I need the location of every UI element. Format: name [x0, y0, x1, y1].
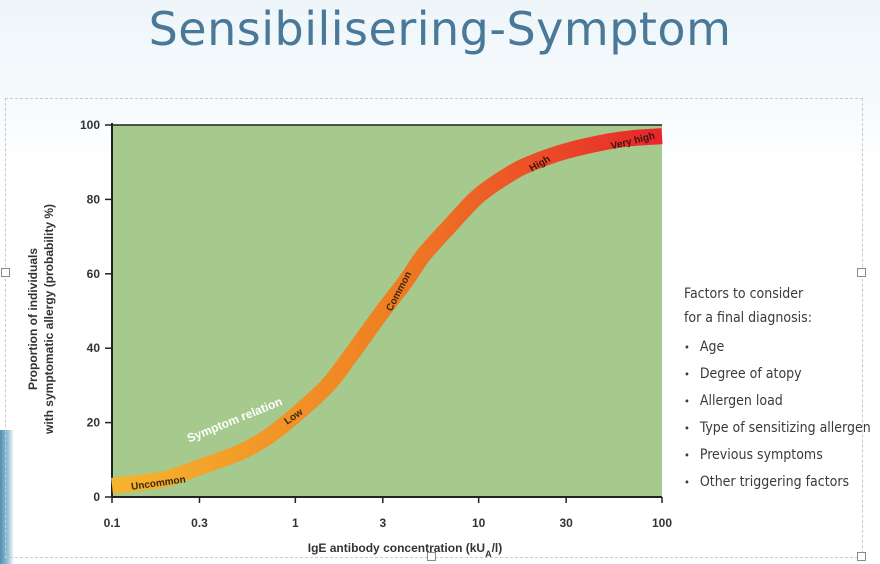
factor-item: Type of sensitizing allergen	[684, 415, 874, 442]
resize-handle-left[interactable]	[1, 268, 10, 277]
probability-curve	[111, 128, 663, 494]
resize-handle-right[interactable]	[857, 268, 866, 277]
y-tick-label: 40	[87, 341, 101, 355]
factor-item: Allergen load	[684, 388, 874, 415]
y-tick-label: 100	[80, 118, 100, 132]
x-tick-label: 0.1	[104, 516, 121, 530]
x-tick-label: 10	[472, 516, 486, 530]
slide-title: Sensibilisering-Symptom	[148, 2, 732, 56]
factor-item: Other triggering factors	[684, 469, 874, 496]
y-tick-label: 80	[87, 192, 101, 206]
diagnosis-factors-panel: Factors to consider for a final diagnosi…	[684, 282, 874, 496]
slide-accent-bar	[0, 430, 14, 564]
resize-handle-bottom-middle[interactable]	[427, 552, 436, 561]
x-tick-label: 100	[652, 516, 672, 530]
factor-item: Previous symptoms	[684, 442, 874, 469]
factor-item: Age	[684, 334, 874, 361]
resize-handle-bottom-right[interactable]	[857, 552, 866, 561]
notes-text-fragment: ... ... ... ... ... ... ... ... ... ... …	[6, 556, 880, 564]
x-tick-label: 0.3	[191, 516, 208, 530]
x-tick-label: 3	[379, 516, 386, 530]
y-axis-label-line1: Proportion of individuals	[26, 248, 40, 390]
y-tick-label: 0	[93, 490, 100, 504]
factors-heading-line2: for a final diagnosis:	[684, 310, 812, 326]
factors-heading-line1: Factors to consider	[684, 286, 804, 302]
y-tick-label: 20	[87, 416, 101, 430]
x-tick-label: 1	[292, 516, 299, 530]
factors-list: AgeDegree of atopyAllergen loadType of s…	[684, 334, 874, 496]
factor-item: Degree of atopy	[684, 361, 874, 388]
y-axis-label-line2: with symptomatic allergy (probability %)	[42, 204, 56, 435]
y-tick-label: 60	[87, 267, 101, 281]
x-tick-label: 30	[559, 516, 573, 530]
x-axis-label: IgE antibody concentration (kUA/l)	[308, 541, 503, 559]
